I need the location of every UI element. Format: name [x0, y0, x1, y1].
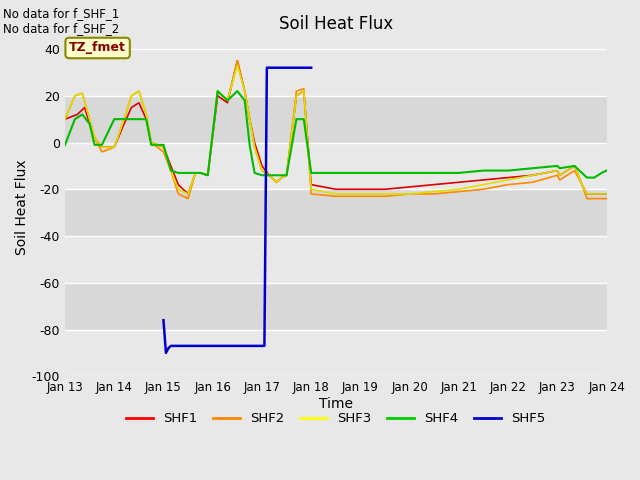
Title: Soil Heat Flux: Soil Heat Flux — [278, 15, 393, 33]
Bar — [65, 283, 607, 329]
Bar — [65, 329, 607, 376]
Bar — [65, 236, 607, 283]
Text: TZ_fmet: TZ_fmet — [69, 41, 126, 55]
Bar — [65, 96, 607, 143]
Y-axis label: Soil Heat Flux: Soil Heat Flux — [15, 159, 29, 254]
X-axis label: Time: Time — [319, 397, 353, 411]
Bar — [65, 49, 607, 96]
Text: No data for f_SHF_1: No data for f_SHF_1 — [3, 7, 120, 20]
Bar — [65, 143, 607, 189]
Legend: SHF1, SHF2, SHF3, SHF4, SHF5: SHF1, SHF2, SHF3, SHF4, SHF5 — [121, 407, 550, 431]
Bar — [65, 189, 607, 236]
Text: No data for f_SHF_2: No data for f_SHF_2 — [3, 22, 120, 35]
